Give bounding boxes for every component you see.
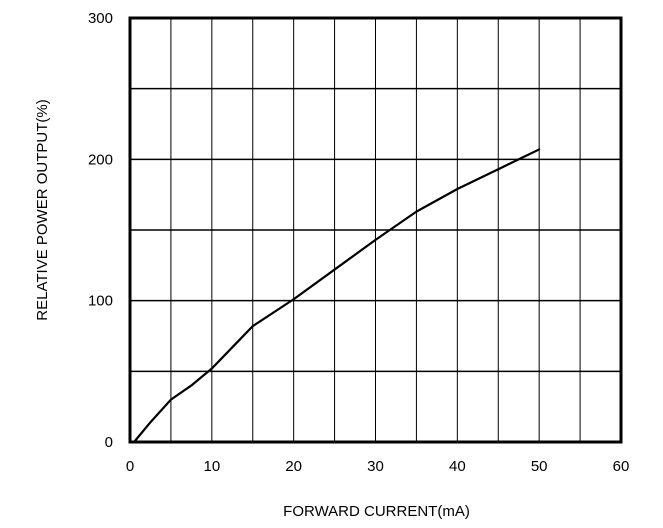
- x-tick-label: 10: [203, 458, 220, 475]
- y-tick-label: 0: [105, 434, 113, 451]
- y-axis-label: RELATIVE POWER OUTPUT(%): [34, 99, 51, 320]
- grid-lines: [130, 18, 621, 442]
- x-tick-label: 40: [449, 458, 466, 475]
- x-tick-label: 0: [126, 458, 134, 475]
- y-tick-label: 200: [88, 151, 113, 168]
- x-tick-label: 20: [285, 458, 302, 475]
- x-tick-label: 60: [613, 458, 630, 475]
- x-tick-label: 50: [531, 458, 548, 475]
- plot-frame: [128, 16, 623, 444]
- y-tick-label: 100: [88, 293, 113, 310]
- y-tick-labels: 0 100 200 300: [88, 10, 113, 451]
- x-tick-labels: 0 10 20 30 40 50 60: [126, 458, 630, 475]
- x-tick-label: 30: [367, 458, 384, 475]
- y-tick-label: 300: [88, 10, 113, 27]
- series-layer: [132, 148, 541, 444]
- x-axis-label: FORWARD CURRENT(mA): [283, 503, 470, 520]
- series-line: [132, 148, 541, 444]
